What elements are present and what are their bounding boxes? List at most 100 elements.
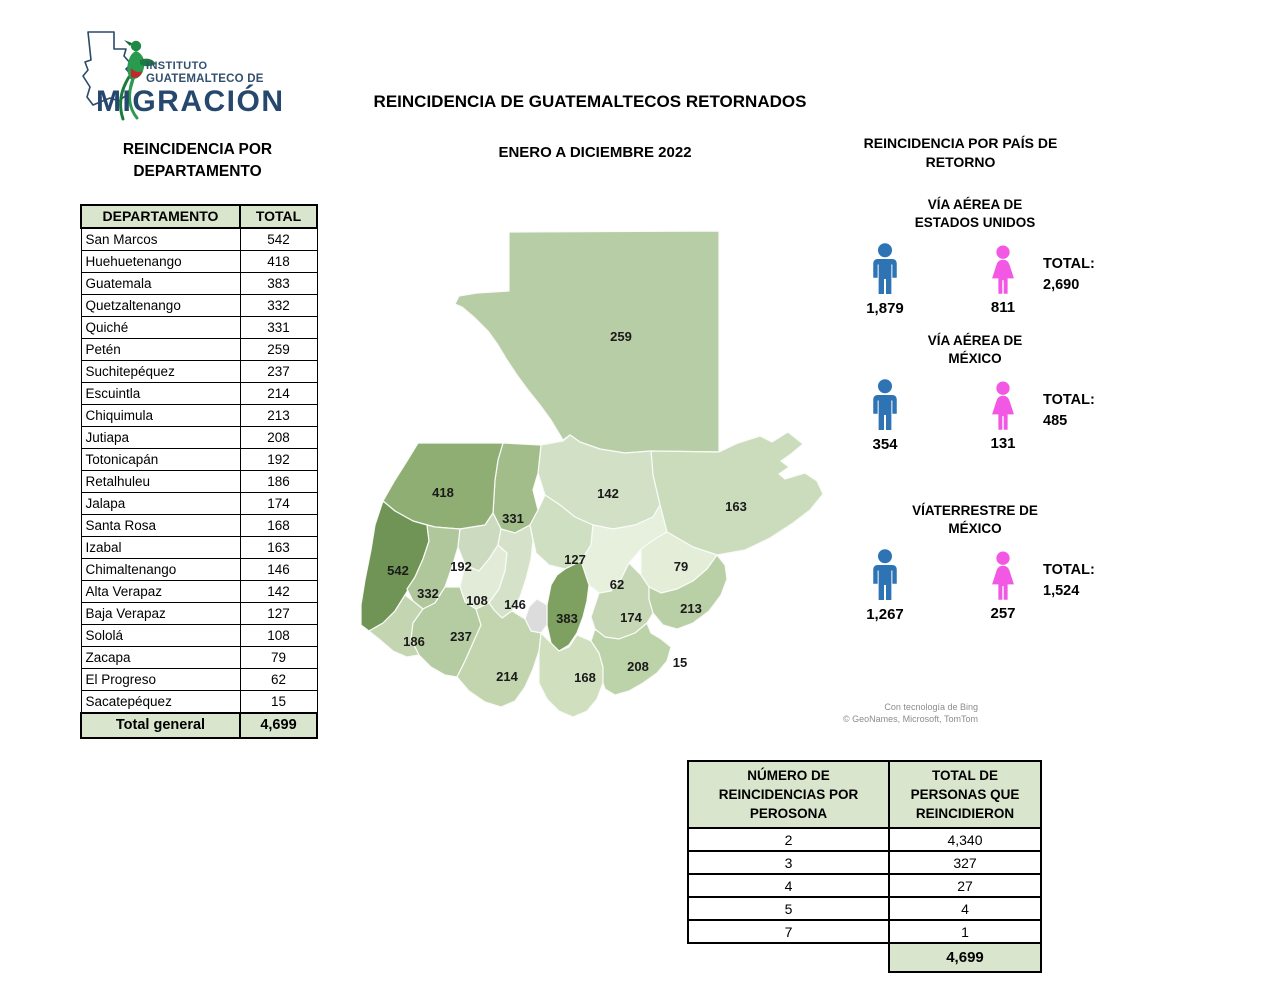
recidivism-table-header-row: NÚMERO DE REINCIDENCIAS POR PEROSONA TOT… xyxy=(687,760,1042,829)
department-name-cell: Totonicapán xyxy=(80,448,241,471)
department-total-cell: 383 xyxy=(239,272,318,295)
department-total-cell: 192 xyxy=(239,448,318,471)
department-total-cell: 208 xyxy=(239,426,318,449)
man-icon xyxy=(873,549,897,600)
region-escuintla[interactable] xyxy=(456,602,542,708)
persons-count-cell: 27 xyxy=(888,873,1042,898)
recidivism-col2-header: TOTAL DE PERSONAS QUE REINCIDIERON xyxy=(888,760,1042,829)
map-value-label: 168 xyxy=(574,670,596,685)
map-value-label: 127 xyxy=(564,552,586,567)
guatemala-map-svg: 259 163 142 331 418 542 332 192 108 146 127 62 79 383… xyxy=(360,230,824,718)
department-name-cell: Quetzaltenango xyxy=(80,294,241,317)
map-value-label: 237 xyxy=(450,629,472,644)
map-attribution: Con tecnología de Bing © GeoNames, Micro… xyxy=(700,702,978,725)
department-row: Alta Verapaz 142 xyxy=(80,580,318,603)
department-total-cell: 163 xyxy=(239,536,318,559)
department-name-cell: El Progreso xyxy=(80,668,241,691)
department-row: Petén 259 xyxy=(80,338,318,361)
right-panel-title: REINCIDENCIA POR PAÍS DE RETORNO xyxy=(863,135,1058,170)
map-value-label: 192 xyxy=(450,559,472,574)
department-total-cell: 259 xyxy=(239,338,318,361)
logo-line2: GUATEMALTECO DE xyxy=(146,73,264,85)
department-name-cell: Chimaltenango xyxy=(80,558,241,581)
map-value-label: 146 xyxy=(504,597,526,612)
persons-count-cell: 4 xyxy=(888,896,1042,921)
department-name-cell: Retalhuleu xyxy=(80,470,241,493)
total-label: TOTAL: xyxy=(1043,256,1095,272)
woman-icon xyxy=(992,551,1014,600)
map-value-label: 259 xyxy=(610,329,632,344)
section-title: VÍA AÉREA DE ESTADOS UNIDOS xyxy=(914,197,1036,230)
department-name-cell: Jalapa xyxy=(80,492,241,515)
male-count: 1,879 xyxy=(866,300,904,317)
department-total-cell: 146 xyxy=(239,558,318,581)
woman-icon xyxy=(992,245,1014,294)
map-value-label: 62 xyxy=(610,577,624,592)
department-name-cell: Guatemala xyxy=(80,272,241,295)
department-row: Baja Verapaz 127 xyxy=(80,602,318,625)
department-row: Quetzaltenango 332 xyxy=(80,294,318,317)
department-total-cell: 127 xyxy=(239,602,318,625)
map-value-label: 542 xyxy=(387,563,409,578)
department-total-cell: 142 xyxy=(239,580,318,603)
persons-count-cell: 327 xyxy=(888,850,1042,875)
recidivism-table: NÚMERO DE REINCIDENCIAS POR PEROSONA TOT… xyxy=(687,760,1042,973)
region-guatemala[interactable] xyxy=(546,560,590,652)
recidivism-row: 3 327 xyxy=(687,850,1042,875)
department-total-cell: 62 xyxy=(239,668,318,691)
male-count: 1,267 xyxy=(866,606,904,623)
department-total-cell: 418 xyxy=(239,250,318,273)
department-name-cell: Escuintla xyxy=(80,382,241,405)
male-count: 354 xyxy=(872,436,898,453)
department-total-cell: 108 xyxy=(239,624,318,647)
region-peten[interactable] xyxy=(454,230,720,454)
recidivism-table-body: 2 4,340 3 327 4 27 5 4 7 1 xyxy=(687,827,1042,944)
male-figure: 1,879 xyxy=(850,242,920,317)
map-value-label: 214 xyxy=(496,669,518,684)
department-name-cell: Chiquimula xyxy=(80,404,241,427)
logo-line1: INSTITUTO xyxy=(146,60,207,72)
department-name-cell: Jutiapa xyxy=(80,426,241,449)
department-total-cell: 237 xyxy=(239,360,318,383)
male-figure: 1,267 xyxy=(850,548,920,623)
department-name-cell: San Marcos xyxy=(80,227,241,251)
section-title: VÍA AÉREA DE MÉXICO xyxy=(927,333,1023,366)
department-name-cell: Sololá xyxy=(80,624,241,647)
logo-line3: MIGRACIÓN xyxy=(96,84,285,118)
woman-icon xyxy=(992,381,1014,430)
male-figure: 354 xyxy=(850,378,920,453)
return-section-mexico-air: VÍA AÉREA DE MÉXICO 354 13 xyxy=(845,332,1130,500)
section-title: VÍATERRESTRE DE MÉXICO xyxy=(912,503,1038,536)
man-icon xyxy=(873,379,897,430)
map-value-label: 208 xyxy=(627,659,649,674)
recidivism-row: 4 27 xyxy=(687,873,1042,898)
department-name-cell: Baja Verapaz xyxy=(80,602,241,625)
department-row: Jalapa 174 xyxy=(80,492,318,515)
section-total: TOTAL: 2,690 xyxy=(1043,254,1129,296)
map-value-label: 108 xyxy=(466,593,488,608)
total-value: 485 xyxy=(1043,413,1068,429)
department-name-cell: Alta Verapaz xyxy=(80,580,241,603)
department-table-header-row: DEPARTAMENTO TOTAL xyxy=(80,204,318,229)
total-general-label: Total general xyxy=(80,712,241,739)
recidivism-count-cell: 2 xyxy=(687,827,890,852)
region-chiquimula[interactable] xyxy=(648,554,728,630)
map-value-label: 163 xyxy=(725,499,747,514)
department-row: Suchitepéquez 237 xyxy=(80,360,318,383)
recidivism-count-cell: 5 xyxy=(687,896,890,921)
department-total-cell: 168 xyxy=(239,514,318,537)
department-table: DEPARTAMENTO TOTAL San Marcos 542 Huehuete… xyxy=(80,204,318,739)
department-row: Chiquimula 213 xyxy=(80,404,318,427)
region-jutiapa[interactable] xyxy=(590,622,672,696)
map-value-label: 79 xyxy=(674,559,688,574)
department-total-cell: 186 xyxy=(239,470,318,493)
department-name-cell: Quiché xyxy=(80,316,241,339)
page-subtitle: ENERO A DICIEMBRE 2022 xyxy=(498,144,692,161)
department-name-cell: Suchitepéquez xyxy=(80,360,241,383)
empty-cell xyxy=(688,943,889,972)
department-table-body: San Marcos 542 Huehuetenango 418 Guatemala 38… xyxy=(80,227,318,714)
department-row: San Marcos 542 xyxy=(80,227,318,251)
department-row: Zacapa 79 xyxy=(80,646,318,669)
department-row: Totonicapán 192 xyxy=(80,448,318,471)
